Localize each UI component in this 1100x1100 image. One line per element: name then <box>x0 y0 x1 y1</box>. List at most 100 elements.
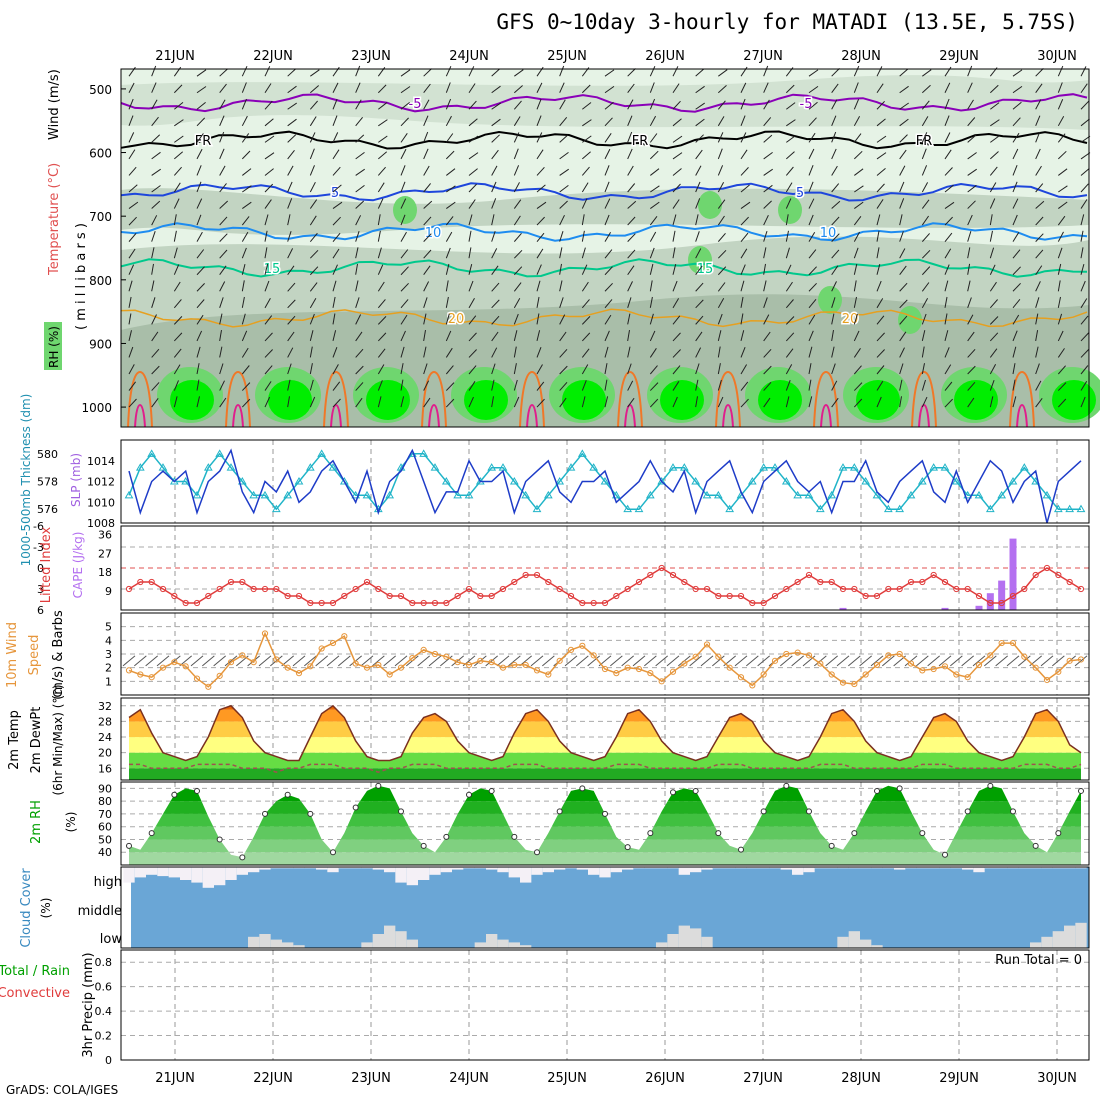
wind-barb <box>128 115 134 127</box>
lifted-index-line-point <box>397 592 405 600</box>
wind-barb <box>763 348 772 358</box>
wind-barb <box>831 313 835 325</box>
wind-barb <box>1057 150 1067 160</box>
wind-barb <box>1012 85 1023 94</box>
wind-barb <box>604 266 613 276</box>
rh2m-point <box>556 808 563 815</box>
wind-barb <box>921 132 928 143</box>
date-label-bottom: 28JUN <box>841 1071 881 1086</box>
wind-barb <box>1035 297 1040 308</box>
temp-label-2-group: 2m DewPt <box>29 707 44 774</box>
wind-barb <box>899 149 907 160</box>
cloud-low-bar <box>497 939 509 948</box>
wind-barb <box>649 313 654 325</box>
wind-barb <box>921 215 930 226</box>
wind-barb <box>151 82 157 93</box>
cloud-high-bar <box>939 867 951 869</box>
wind10-barb <box>383 655 396 667</box>
wind-barb <box>853 348 861 358</box>
wind-barb <box>695 396 698 408</box>
wind10-line-point <box>420 646 427 654</box>
wind10-line-point <box>1077 656 1085 663</box>
lifted-index-line-point <box>692 585 699 593</box>
wind-barb <box>944 232 953 242</box>
lifted-index-line-point <box>341 592 348 600</box>
thickness-line-point <box>1076 504 1086 513</box>
rh2m-point <box>828 842 835 849</box>
wind-barb <box>581 364 589 375</box>
cloud-high-bar <box>282 867 294 869</box>
wind-barb <box>173 84 183 94</box>
wind-barb <box>241 382 251 391</box>
wind-barb <box>559 314 566 325</box>
wind-barb <box>377 332 387 342</box>
wind-barb <box>944 347 950 358</box>
lifted-index-line-point <box>284 592 291 600</box>
wind10-barb <box>655 655 668 667</box>
wind-barb <box>627 131 633 143</box>
rh-moist-blob <box>688 246 712 274</box>
thickness-tick: 580 <box>37 448 58 461</box>
wind-barb <box>582 119 592 127</box>
wind-barb <box>287 379 291 391</box>
wind-barb <box>377 316 387 325</box>
lifted-index-line-point <box>624 585 631 593</box>
rh2m-point <box>511 833 518 840</box>
wind-barb <box>967 184 977 193</box>
wind-barb <box>128 201 139 209</box>
isotherm-label: FR <box>632 134 649 149</box>
wind-barb <box>989 182 997 193</box>
wind-barb <box>400 214 406 226</box>
wind-barb <box>944 364 952 375</box>
wind-barb <box>876 263 881 275</box>
wind-barb <box>808 165 814 176</box>
wind-barb <box>445 347 453 358</box>
cloud-high-bar <box>928 867 940 869</box>
wind-barb <box>717 116 725 127</box>
wind10-barb <box>1006 655 1020 667</box>
lifted-index-line-point <box>522 571 529 579</box>
wind10-barb <box>530 655 544 667</box>
wind10-barb <box>791 655 804 667</box>
wind-barb <box>491 181 497 193</box>
wind-barb <box>740 280 745 292</box>
wind-barb <box>309 100 318 110</box>
wind-barb <box>513 132 520 143</box>
thickness-line-point <box>827 490 837 499</box>
wind-barb <box>219 99 226 110</box>
cloud-low-bar <box>270 939 282 948</box>
wind-barb <box>627 68 636 77</box>
cloud-level-high: high <box>94 875 122 890</box>
lifted-index-line-point <box>352 585 359 593</box>
wind-barb <box>128 264 135 275</box>
date-label-top: 22JUN <box>253 49 293 64</box>
wind-barb <box>831 165 838 176</box>
wind-barb <box>967 117 976 127</box>
rh2m-point <box>148 830 155 837</box>
wind-barb <box>1035 265 1043 276</box>
wind-barb <box>831 148 837 160</box>
wind-barb <box>899 102 909 110</box>
cloud-high-bar <box>361 867 373 869</box>
wind10-barb <box>270 655 283 667</box>
wind-barb <box>1080 263 1085 275</box>
wind-barb <box>423 330 426 341</box>
wind-barb <box>1035 165 1042 176</box>
wind-barb <box>1057 382 1067 391</box>
wind-barb <box>718 69 728 77</box>
li-tick: 3 <box>37 583 44 596</box>
wind-barb <box>581 230 585 242</box>
thickness-label: 1000-500mb Thickness (dm) <box>19 394 33 567</box>
lifted-index-line-point <box>613 592 620 600</box>
wind-barb <box>174 119 184 127</box>
wind-barb <box>128 132 135 143</box>
cloud-high-bar <box>860 867 872 869</box>
wind-barb <box>309 298 317 309</box>
cloud-low-bar <box>248 936 260 948</box>
lifted-index-line-point <box>409 599 416 607</box>
wind-barb <box>944 398 953 408</box>
cloud-high-bar <box>214 867 226 886</box>
rh2m-point <box>896 785 903 792</box>
rh-legend-swatch <box>44 322 62 370</box>
wind-barb <box>649 263 654 275</box>
